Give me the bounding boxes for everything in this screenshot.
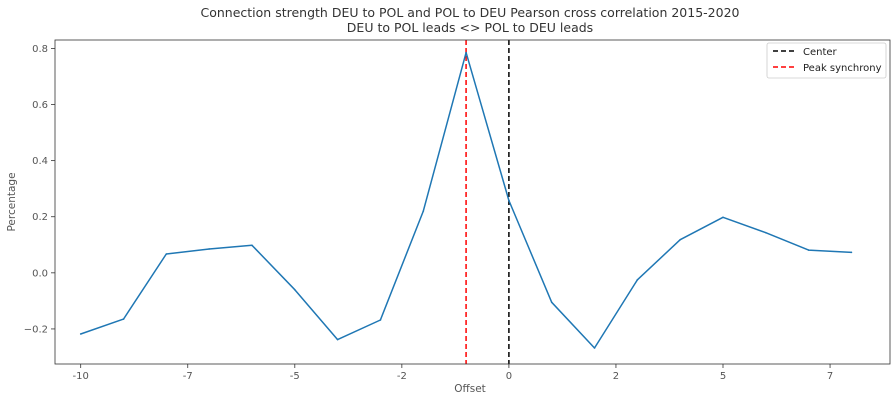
y-tick-label: 0.0 bbox=[32, 268, 48, 279]
x-tick-label: -7 bbox=[183, 371, 193, 382]
x-tick-label: 7 bbox=[827, 371, 833, 382]
y-tick-label: −0.2 bbox=[24, 324, 48, 335]
data-point bbox=[765, 231, 767, 234]
data-point bbox=[336, 338, 339, 341]
data-point bbox=[508, 199, 510, 202]
data-point bbox=[465, 51, 467, 54]
x-tick-label: -2 bbox=[397, 371, 407, 382]
y-tick-label: 0.6 bbox=[32, 100, 48, 111]
data-point bbox=[251, 244, 253, 247]
x-tick-label: -10 bbox=[73, 371, 89, 382]
data-point bbox=[379, 319, 382, 321]
data-point bbox=[293, 288, 296, 291]
data-point bbox=[722, 216, 724, 219]
chart-subtitle: DEU to POL leads <> POL to DEU leads bbox=[347, 20, 593, 35]
data-point bbox=[807, 249, 810, 251]
x-tick-label: 5 bbox=[720, 371, 726, 382]
series-group bbox=[79, 51, 853, 349]
data-point bbox=[636, 279, 639, 281]
data-point bbox=[550, 301, 553, 304]
y-tick-label: 0.4 bbox=[32, 156, 48, 167]
x-axis-ticks: -10 -7 -5 -2 0 2 5 7 bbox=[73, 364, 833, 382]
data-point bbox=[208, 248, 210, 250]
x-axis-label: Offset bbox=[454, 383, 486, 395]
y-axis-label: Percentage bbox=[6, 172, 18, 231]
x-tick-label: 0 bbox=[506, 371, 512, 382]
legend: Center Peak synchrony bbox=[766, 42, 887, 79]
data-point bbox=[165, 253, 168, 255]
data-point bbox=[422, 210, 425, 212]
reference-lines bbox=[465, 40, 510, 364]
legend-label-center: Center bbox=[803, 47, 838, 58]
legend-label-peak: Peak synchrony bbox=[803, 63, 882, 74]
legend-box bbox=[766, 42, 887, 79]
data-point bbox=[593, 347, 596, 349]
chart-title: Connection strength DEU to POL and POL t… bbox=[201, 5, 740, 20]
y-axis-ticks: −0.2 0.0 0.2 0.4 0.6 0.8 bbox=[24, 44, 55, 335]
x-tick-label: -5 bbox=[290, 371, 300, 382]
plot-frame bbox=[54, 39, 891, 365]
data-point bbox=[122, 318, 125, 320]
data-point bbox=[679, 238, 681, 241]
data-point bbox=[850, 251, 853, 254]
y-tick-label: 0.8 bbox=[32, 44, 48, 55]
y-tick-label: 0.2 bbox=[32, 212, 48, 223]
x-tick-label: 2 bbox=[613, 371, 619, 382]
data-point bbox=[79, 333, 82, 335]
